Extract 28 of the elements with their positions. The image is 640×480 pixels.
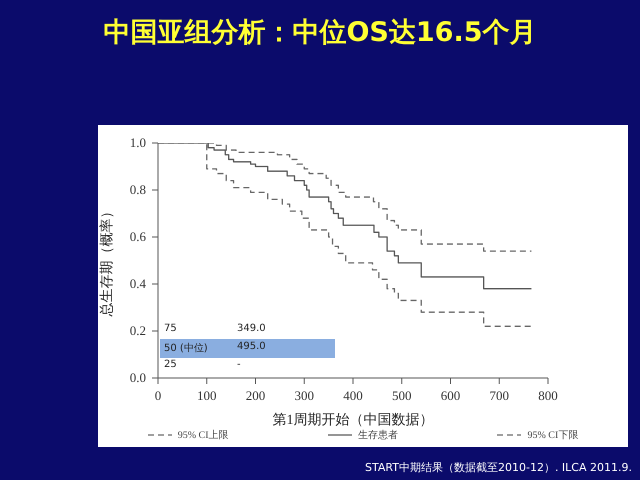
annotation: 75	[164, 323, 177, 334]
x-tick-label: 600	[440, 388, 460, 403]
legend-label: 95% CI上限	[178, 428, 229, 442]
x-axis-title: 第1周期开始（中国数据）	[272, 412, 434, 428]
y-tick-label: 0.8	[130, 182, 146, 197]
legend-label: 生存患者	[358, 428, 398, 442]
annotation: 349.0	[237, 323, 266, 334]
x-tick-label: 400	[343, 388, 363, 403]
x-tick-label: 200	[246, 388, 266, 403]
legend-label: 95% CI下限	[527, 429, 578, 442]
y-tick-label: 0.2	[130, 323, 146, 338]
x-tick-label: 800	[538, 388, 558, 403]
annotation: 50 (中位)	[164, 342, 208, 355]
x-tick-label: 100	[197, 388, 216, 403]
y-tick-label: 0.4	[130, 276, 146, 291]
x-tick-label: 300	[294, 388, 314, 403]
x-tick-label: 500	[392, 388, 412, 403]
annotation: 25	[164, 359, 177, 370]
annotation: -	[237, 359, 241, 370]
x-tick-label: 700	[490, 388, 509, 403]
y-tick-label: 0.0	[130, 370, 146, 385]
annotation: 495.0	[237, 341, 266, 352]
x-tick-label: 0	[154, 388, 162, 403]
y-axis-title: 总生存期（概率）	[98, 204, 115, 318]
text: START中期结果（数据截至2010-12）. ILCA 2011.9.	[365, 460, 632, 475]
chart-title: 中国亚组分析：中位OS达16.5个月	[102, 16, 538, 50]
y-tick-label: 0.6	[130, 229, 146, 244]
y-tick-label: 1.0	[130, 135, 146, 150]
